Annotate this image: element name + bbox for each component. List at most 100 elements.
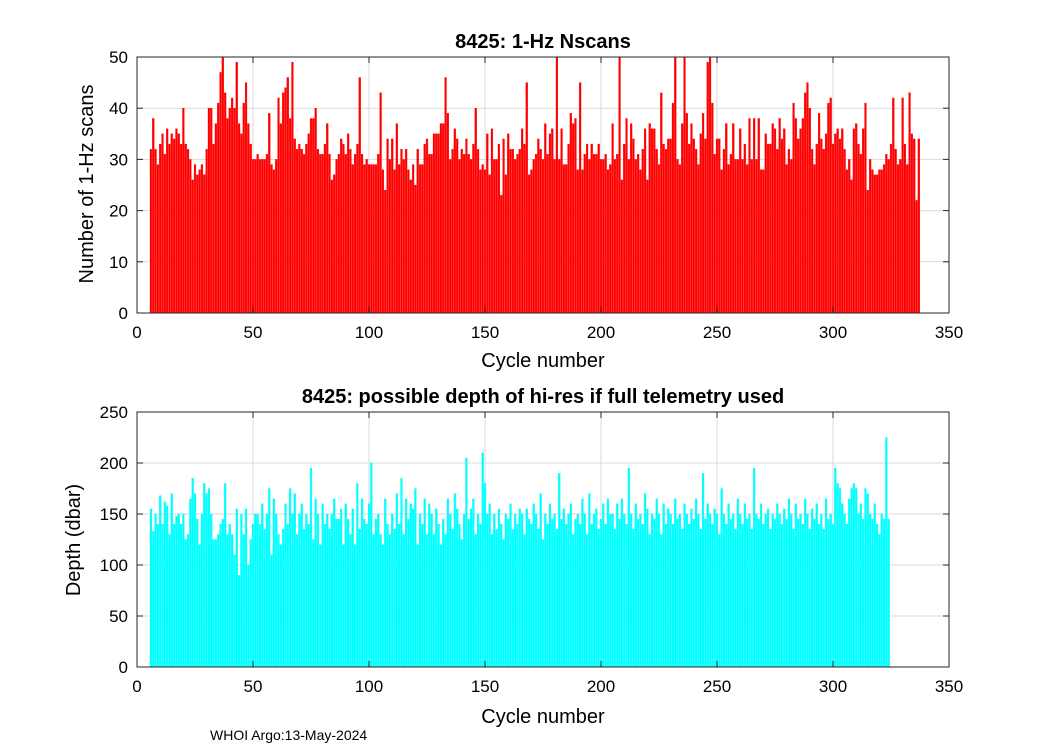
bar [384,189,387,313]
bar [286,77,289,313]
y-tick-label: 150 [100,505,128,524]
bar [674,57,677,313]
bar [163,154,166,313]
chart-title: 8425: 1-Hz Nscans [455,31,631,53]
bar [711,102,714,313]
bar [695,498,698,667]
bar [263,159,266,313]
bar [437,133,440,313]
bar [708,57,712,313]
bar [154,149,157,313]
bar [697,513,700,667]
bar [314,498,317,667]
bar [623,513,626,667]
bar [757,518,760,667]
bar [885,437,888,667]
bar [857,513,860,667]
bar [862,128,865,313]
bar [523,143,526,313]
bar [845,169,848,313]
bar [247,564,250,667]
bar [418,164,422,313]
bar [249,539,252,667]
bar [599,518,603,667]
bar [702,113,705,313]
bar [159,143,162,313]
bar [231,534,234,667]
x-axis-label: Cycle number [481,350,605,372]
x-tick-label: 300 [819,677,847,696]
bar [706,61,709,313]
bar [279,123,282,313]
bar [766,143,770,313]
bar [648,123,651,313]
bar [460,149,463,313]
bar [852,483,855,667]
chart-depth: 8425: possible depth of hi-res if full t… [63,386,963,728]
bar [637,154,640,313]
bar [439,123,442,313]
bar [467,154,470,313]
bar [683,57,686,313]
bar [558,473,561,667]
bar [887,518,890,667]
axes-frame [136,56,950,314]
bar [579,524,582,667]
bar [848,498,851,667]
bar [690,508,693,667]
bar [456,508,459,667]
bar [713,508,716,667]
bar [771,123,774,313]
x-tick-label: 350 [935,677,963,696]
bar [818,113,821,313]
bar [743,503,746,667]
bar [662,143,665,313]
bar [261,503,264,667]
bar [750,159,753,313]
bar [432,534,436,667]
bar [186,149,190,313]
bar [776,503,779,667]
bar [504,513,507,667]
bar [876,524,879,667]
bar [497,143,500,313]
bar [801,118,804,313]
bar [200,513,204,667]
bar [360,498,364,667]
bar [602,159,605,313]
bar [398,164,401,313]
bar [799,513,802,667]
bar [196,518,199,667]
bar [400,149,403,313]
bar [811,508,814,667]
bar [616,503,619,667]
bar [729,154,732,313]
bar [764,133,767,313]
bar [748,118,751,313]
bar [521,513,524,667]
bar [430,154,433,313]
bar [221,518,224,667]
bar [739,513,742,667]
bar [843,149,846,313]
bar [342,544,345,667]
bar [667,508,670,667]
bar [722,513,726,667]
bar [790,159,793,313]
bar [469,159,473,313]
x-axis-label: Cycle number [481,706,605,728]
bar [671,524,674,667]
bar [739,128,742,313]
bar [439,544,442,667]
bar [764,513,767,667]
bar [319,154,322,313]
bar [193,164,197,313]
bar [474,534,477,667]
bar [214,539,217,667]
bar [766,508,770,667]
bar [824,498,828,667]
bar [736,498,739,667]
bar [270,554,273,667]
bar [688,143,691,313]
bar [156,524,159,667]
